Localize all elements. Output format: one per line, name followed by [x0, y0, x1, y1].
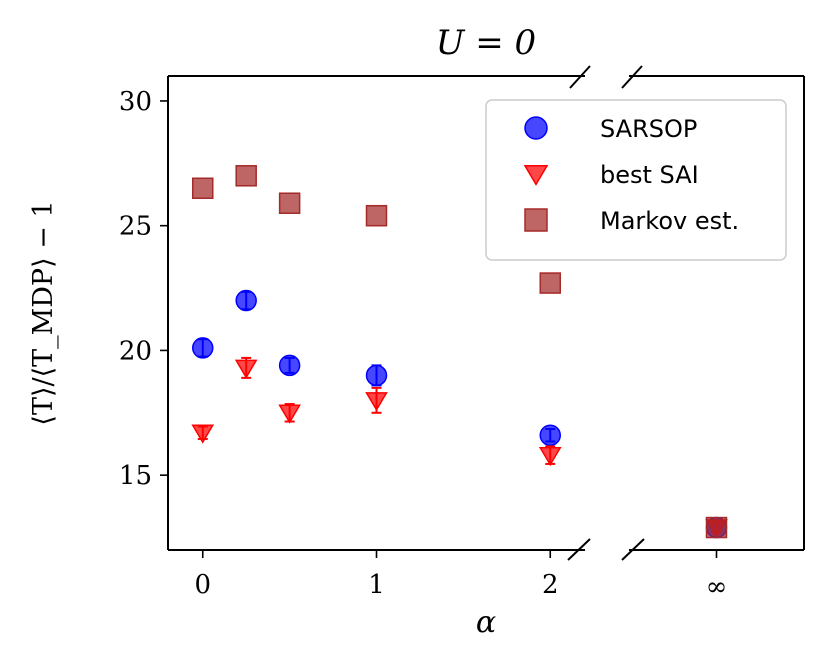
best-sai-point [191, 424, 215, 444]
x-tick-label: 1 [368, 570, 385, 600]
legend: SARSOP best SAI Markov est. [485, 99, 787, 261]
markov-est-point [235, 165, 257, 187]
x-tick-label: 0 [194, 570, 211, 600]
y-tick-label: 25 [119, 212, 152, 242]
x-tick-label-infinity: ∞ [706, 572, 728, 602]
markov-est-point [539, 272, 561, 294]
y-tick-label: 20 [119, 336, 152, 366]
left-panel-points [191, 165, 562, 467]
legend-box [485, 99, 787, 261]
right-panel-points [705, 516, 728, 539]
y-tick-label: 30 [119, 87, 152, 117]
best-sai-point [365, 392, 388, 412]
markov-est-point [365, 204, 388, 227]
markov-est-point [278, 192, 301, 214]
axis-break-marks [567, 65, 645, 561]
legend-marker-markov-est [524, 208, 548, 232]
markov-est-point [192, 177, 214, 200]
legend-label-best-sai: best SAI [600, 161, 699, 189]
best-sai-point [278, 404, 301, 424]
x-axis-label: α [476, 605, 496, 640]
x-tick-label: 2 [542, 570, 559, 600]
chart-title: U = 0 [436, 23, 536, 63]
legend-marker-sarsop [524, 116, 548, 140]
sarsop-point [278, 354, 301, 377]
best-sai-point [538, 446, 562, 467]
markov-est-point-infinity [705, 516, 728, 539]
best-sai-point [234, 359, 258, 379]
y-axis-ticks: 15 20 25 30 [119, 87, 168, 491]
legend-marker-best-sai [523, 165, 549, 186]
legend-label-sarsop: SARSOP [600, 115, 697, 143]
sarsop-point [192, 337, 214, 359]
x-axis-ticks: 0 1 2 ∞ [194, 550, 727, 602]
sarsop-point [235, 289, 257, 312]
legend-label-markov-est: Markov est. [600, 207, 739, 235]
sarsop-point [539, 424, 561, 446]
y-tick-label: 15 [119, 461, 152, 491]
y-axis-label: ⟨T⟩/⟨T_MDP⟩ − 1 [28, 200, 59, 425]
sarsop-point [365, 364, 388, 387]
